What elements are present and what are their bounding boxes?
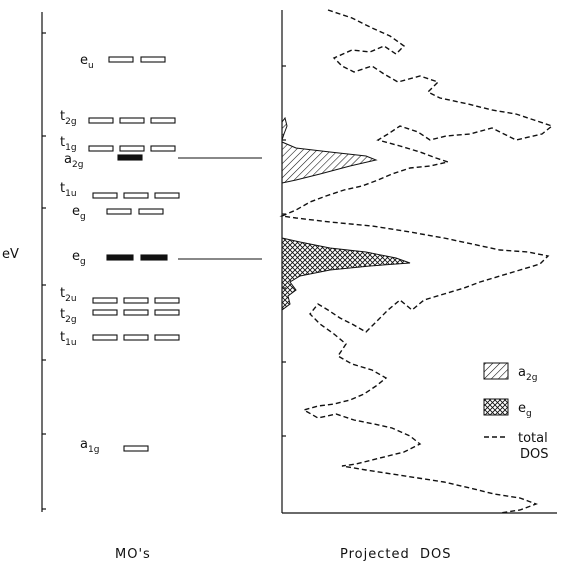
level-label-t2g-lower: t2g [60,307,77,325]
level-box [154,334,180,341]
level-label-eu: eu [80,53,94,71]
legend-label-dos: DOS [520,447,549,462]
level-label-t1g: t1g [60,135,77,153]
level-box [92,334,118,341]
legend-swatch-eg [483,398,509,416]
level-box [92,309,118,316]
a2g-projected-peak [281,116,378,184]
energy-axis-label: eV [2,247,19,262]
level-box [123,334,149,341]
legend-swatch-a2g [483,362,509,380]
caption-projected-dos: Projected DOS [340,547,452,562]
level-label-t1u-lower: t1u [60,330,77,348]
level-box-filled [117,154,143,161]
level-box [92,297,118,304]
level-box [106,208,132,215]
level-box-filled [106,254,134,261]
level-label-a1g: a1g [80,437,99,455]
level-box [154,192,180,199]
mo-level-labels: eu t2g t1g a2g t1u eg eg t2u t2g t1u a1g [60,53,99,455]
level-box [123,192,149,199]
level-box [123,309,149,316]
level-label-eg-filled: eg [72,249,86,267]
level-box [123,297,149,304]
level-box [150,145,176,152]
level-box [154,297,180,304]
total-dos-curve [279,9,554,514]
energy-axis [41,12,46,512]
level-box-filled [140,254,168,261]
eg-projected-peak [281,237,411,311]
level-box [123,445,149,452]
level-box [150,117,176,124]
level-label-t1u-upper: t1u [60,181,77,199]
legend-label-eg: eg [518,401,532,419]
caption-mos: MO's [115,547,151,562]
level-box [88,117,114,124]
level-box [88,145,114,152]
level-box [138,208,164,215]
level-box [92,192,118,199]
level-label-eg-upper: eg [72,204,86,222]
legend-label-a2g: a2g [518,365,537,383]
level-label-t2g: t2g [60,109,77,127]
level-label-t2u: t2u [60,286,77,304]
legend-label-total: total [518,431,548,446]
level-box [119,117,145,124]
level-box [140,56,166,63]
level-box [154,309,180,316]
mo-level-boxes [88,56,180,452]
level-box [108,56,134,63]
level-box [119,145,145,152]
legend: a2g eg total DOS [483,362,549,462]
level-label-a2g: a2g [64,152,83,170]
